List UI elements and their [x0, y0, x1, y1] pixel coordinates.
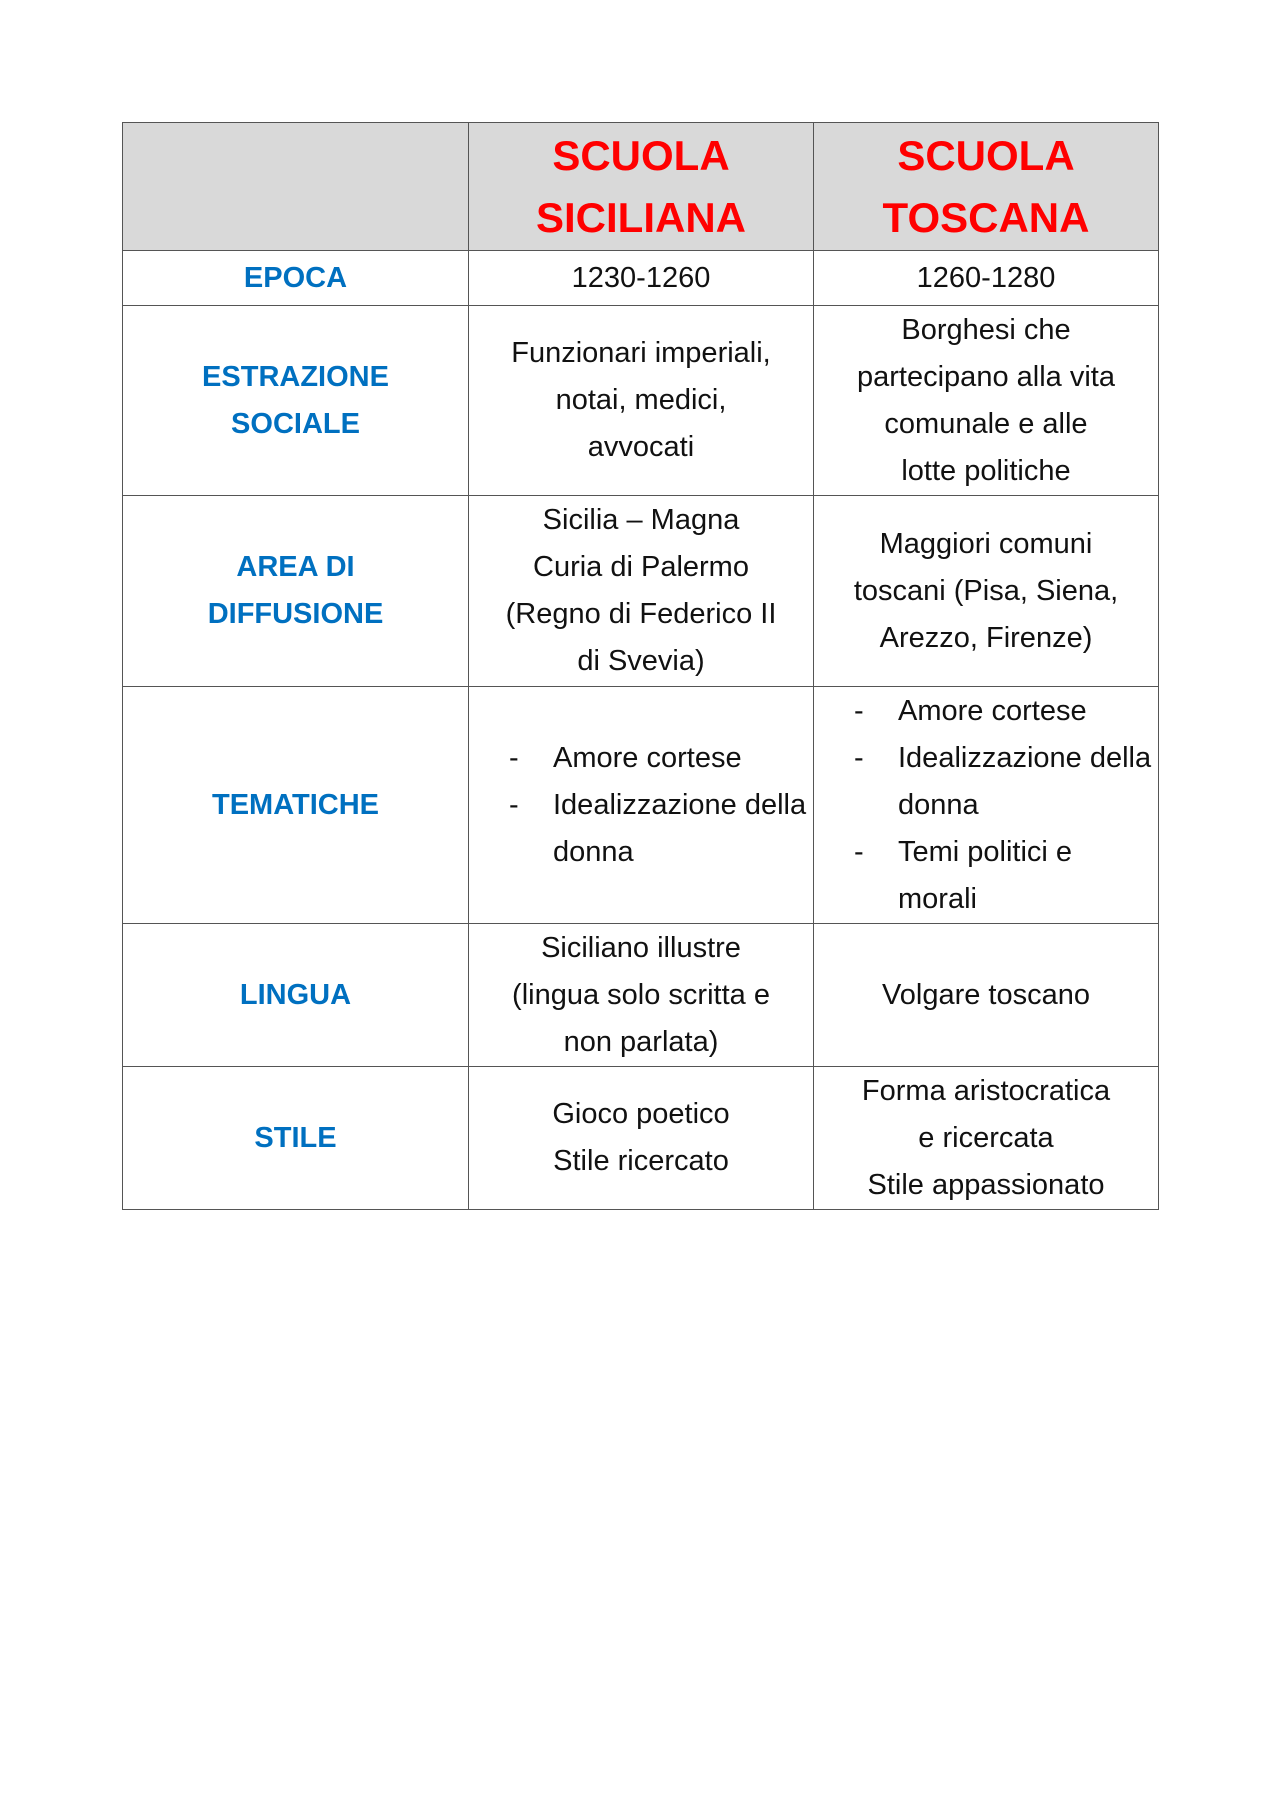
- text-line: Stile appassionato: [867, 1168, 1105, 1201]
- text-line: Arezzo, Firenze): [879, 621, 1093, 654]
- list-item: Amore cortese: [854, 688, 1152, 735]
- header-line: SCUOLA: [552, 131, 730, 179]
- text-line: 1260-1280: [916, 261, 1056, 294]
- header-line: TOSCANA: [882, 193, 1090, 241]
- table-row-area-di-diffusione: AREA DI DIFFUSIONE Sicilia – Magna Curia d…: [122, 495, 1159, 687]
- tuscan-cell: 1260-1280: [813, 250, 1159, 306]
- text-line: Forma aristocratica: [861, 1074, 1111, 1107]
- table-row-stile: STILE Gioco poetico Stile ricercato Forma…: [122, 1066, 1159, 1210]
- list-item: Amore cortese: [509, 735, 807, 782]
- text-line: Maggiori comuni: [879, 527, 1093, 560]
- sicilian-cell: Amore cortese Idealizzazione della donna: [468, 686, 814, 924]
- table-row-tematiche: TEMATICHE Amore cortese Idealizzazione d…: [122, 686, 1159, 924]
- text-line: Borghesi che: [901, 313, 1071, 346]
- text-line: 1230-1260: [571, 261, 711, 294]
- tuscan-cell: Forma aristocratica e ricercata Stile appa…: [813, 1066, 1159, 1210]
- list-item: Idealizzazione della donna: [854, 735, 1152, 829]
- table-row-epoca: EPOCA 1230-1260 1260-1280: [122, 250, 1159, 306]
- sicilian-cell: Sicilia – Magna Curia di Palermo (Regno di…: [468, 495, 814, 687]
- row-label: TEMATICHE: [122, 686, 469, 924]
- text-line: Curia di Palermo: [533, 551, 749, 583]
- text-line: avvocati: [587, 431, 695, 463]
- text-line: (lingua solo scritta e: [512, 978, 770, 1011]
- text-line: EPOCA: [243, 261, 348, 294]
- text-line: AREA DI: [236, 551, 355, 583]
- text-line: lotte politiche: [901, 454, 1071, 487]
- text-line: di Svevia): [577, 645, 705, 677]
- text-line: Sicilia – Magna: [542, 504, 740, 536]
- text-line: Stile ricercato: [553, 1145, 729, 1177]
- comparison-table: SCUOLA SICILIANA SCUOLA TOSCANA EPOCA 1230…: [122, 122, 1159, 1210]
- text-line: Gioco poetico: [552, 1098, 730, 1130]
- text-line: notai, medici,: [555, 384, 727, 416]
- tuscan-cell: Maggiori comuni toscani (Pisa, Siena, Arez…: [813, 495, 1159, 687]
- list-item: Idealizzazione della donna: [509, 782, 807, 876]
- sicilian-cell: Gioco poetico Stile ricercato: [468, 1066, 814, 1210]
- row-label: AREA DI DIFFUSIONE: [122, 495, 469, 687]
- text-line: DIFFUSIONE: [207, 598, 384, 630]
- tuscan-cell: Borghesi che partecipano alla vita comunal…: [813, 305, 1159, 496]
- row-label: LINGUA: [122, 923, 469, 1067]
- header-scuola-siciliana: SCUOLA SICILIANA: [468, 122, 814, 251]
- text-line: (Regno di Federico II: [505, 598, 777, 630]
- row-label: ESTRAZIONE SOCIALE: [122, 305, 469, 496]
- text-line: Funzionari imperiali,: [511, 337, 771, 369]
- text-line: Siciliano illustre: [541, 931, 741, 964]
- text-line: STILE: [254, 1121, 337, 1154]
- row-label: STILE: [122, 1066, 469, 1210]
- row-label: EPOCA: [122, 250, 469, 306]
- text-line: comunale e alle: [884, 407, 1088, 440]
- text-line: LINGUA: [239, 978, 352, 1011]
- themes-list: Amore cortese Idealizzazione della donna: [509, 735, 807, 876]
- tuscan-cell: Volgare toscano: [813, 923, 1159, 1067]
- table-row-lingua: LINGUA Siciliano illustre (lingua solo sc…: [122, 923, 1159, 1067]
- text-line: SOCIALE: [231, 407, 360, 440]
- header-line: SCUOLA: [897, 131, 1075, 179]
- text-line: non parlata): [563, 1025, 719, 1058]
- text-line: e ricercata: [918, 1121, 1054, 1154]
- text-line: partecipano alla vita: [857, 360, 1115, 393]
- tuscan-cell: Amore cortese Idealizzazione della donna…: [813, 686, 1159, 924]
- list-item: Temi politici e morali: [854, 829, 1152, 923]
- header-scuola-toscana: SCUOLA TOSCANA: [813, 122, 1159, 251]
- sicilian-cell: Siciliano illustre (lingua solo scritta e…: [468, 923, 814, 1067]
- sicilian-cell: 1230-1260: [468, 250, 814, 306]
- sicilian-cell: Funzionari imperiali, notai, medici, avvoc…: [468, 305, 814, 496]
- header-line: SICILIANA: [536, 193, 746, 241]
- header-empty-cell: [122, 122, 469, 251]
- themes-list: Amore cortese Idealizzazione della donna…: [854, 688, 1152, 923]
- text-line: ESTRAZIONE: [202, 360, 389, 393]
- text-line: toscani (Pisa, Siena,: [853, 574, 1119, 607]
- text-line: TEMATICHE: [211, 788, 379, 821]
- table-row-estrazione-sociale: ESTRAZIONE SOCIALE Funzionari imperiali, n…: [122, 305, 1159, 496]
- header-row: SCUOLA SICILIANA SCUOLA TOSCANA: [122, 122, 1159, 251]
- text-line: Volgare toscano: [882, 978, 1090, 1011]
